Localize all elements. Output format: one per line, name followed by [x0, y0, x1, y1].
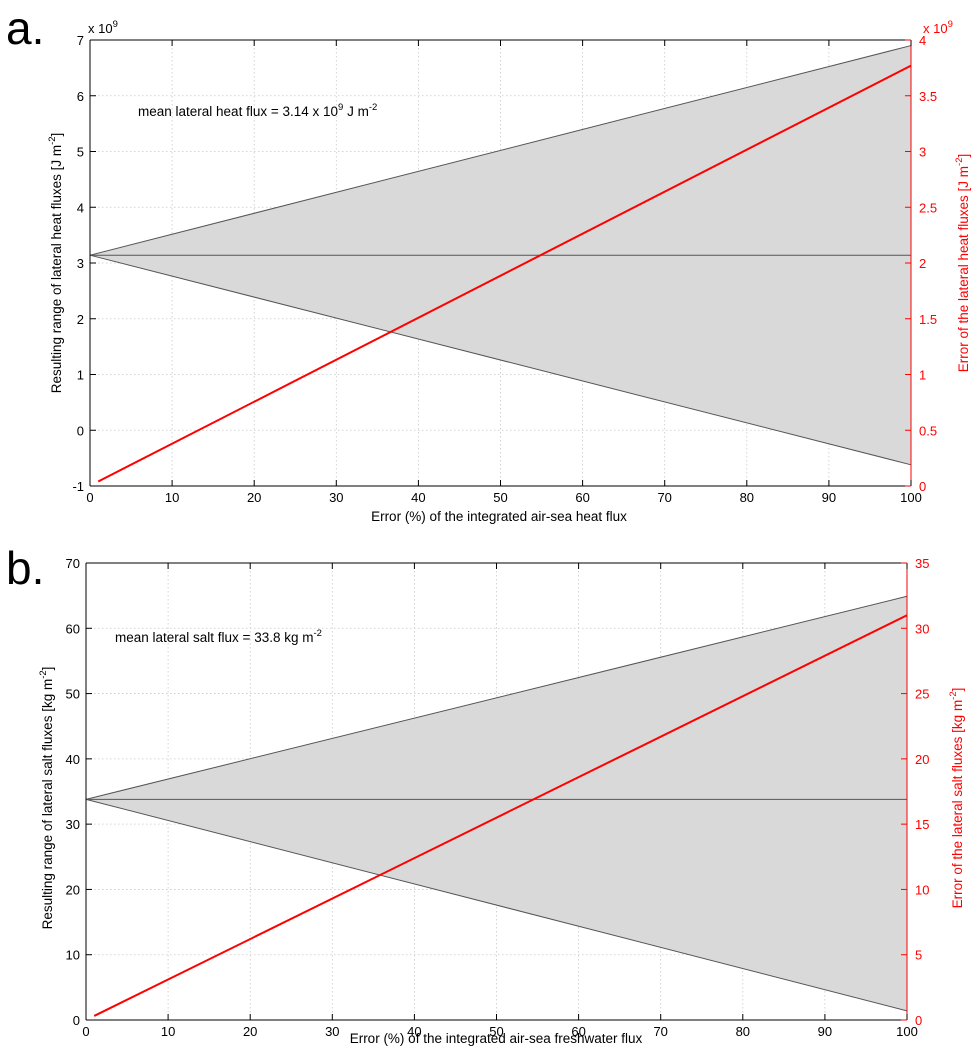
panel-b-xlabel: Error (%) of the integrated air-sea fres…: [350, 1031, 643, 1046]
y-tick-label-left: 0: [77, 423, 84, 438]
x-tick-label: 50: [493, 490, 507, 505]
upper-bound-line: [85, 595, 908, 800]
y-tick-label-right: 10: [915, 882, 929, 897]
panel-b-letter: b.: [6, 542, 44, 594]
x-tick-label: 100: [900, 490, 922, 505]
x-tick-label: 20: [247, 490, 261, 505]
y-tick-label-right: 25: [915, 687, 929, 702]
x-tick-label: 80: [736, 1024, 750, 1039]
error-line: [97, 64, 912, 483]
panel-b-plot: 0 10 20 30 40 50 60 70 80 90 100010203040506070051…: [66, 556, 930, 1039]
panel-a-annotation: mean lateral heat flux = 3.14 x 109 J m-…: [138, 102, 377, 119]
lower-bound-line: [89, 254, 912, 466]
x-tick-label: 60: [575, 490, 589, 505]
panel-b-ylabel-left: Resulting range of lateral salt fluxes […: [38, 667, 55, 930]
y-tick-label-right: 0: [919, 479, 926, 494]
panel-a-left-multiplier: x 109: [88, 19, 118, 36]
uncertainty-band: [86, 596, 907, 1011]
y-tick-label-right: 20: [915, 752, 929, 767]
x-tick-label: 0: [86, 490, 93, 505]
panel-a-xlabel: Error (%) of the integrated air-sea heat…: [371, 509, 627, 524]
y-tick-label-left: 40: [66, 752, 80, 767]
y-tick-label-left: 1: [77, 368, 84, 383]
y-tick-label-left: 10: [66, 948, 80, 963]
x-tick-label: 90: [818, 1024, 832, 1039]
panel-a-letter: a.: [6, 2, 44, 54]
y-tick-label-left: 70: [66, 556, 80, 571]
y-tick-label-left: 60: [66, 621, 80, 636]
x-tick-label: 30: [329, 490, 343, 505]
upper-bound-line: [89, 45, 912, 256]
x-tick-label: 90: [822, 490, 836, 505]
x-tick-label: 60: [571, 1024, 585, 1039]
y-tick-label-right: 5: [915, 948, 922, 963]
x-tick-label: 40: [411, 490, 425, 505]
y-tick-label-right: 3: [919, 145, 926, 160]
panel-b: b. 0 10 20 30 40 50 60 70 80 90 100010203040506070…: [6, 542, 965, 1046]
x-tick-label: 100: [896, 1024, 918, 1039]
y-tick-label-left: 0: [73, 1013, 80, 1028]
panel-a-plot: 0 10 20 30 40 50 60 70 80 90 100-10123456700.511.5…: [72, 33, 937, 505]
panel-b-ylabel-right: Error of the lateral salt fluxes [kg m-2…: [948, 688, 965, 909]
panel-a-right-multiplier: x 109: [923, 19, 953, 36]
x-tick-label: 10: [165, 490, 179, 505]
lower-bound-line: [85, 798, 908, 1012]
x-tick-label: 40: [407, 1024, 421, 1039]
y-tick-label-right: 0.5: [919, 423, 937, 438]
y-tick-label-left: 7: [77, 33, 84, 48]
panel-b-annotation: mean lateral salt flux = 33.8 kg m-2: [115, 628, 322, 645]
x-tick-label: 0: [82, 1024, 89, 1039]
y-tick-label-right: 15: [915, 817, 929, 832]
y-tick-label-left: 4: [77, 200, 84, 215]
y-tick-label-left: 2: [77, 312, 84, 327]
y-tick-label-right: 0: [915, 1013, 922, 1028]
x-tick-label: 20: [243, 1024, 257, 1039]
panel-a-ylabel-right: Error of the lateral heat fluxes [J m-2]: [954, 154, 971, 373]
y-tick-label-left: 6: [77, 89, 84, 104]
x-tick-label: 50: [489, 1024, 503, 1039]
y-tick-label-left: 3: [77, 256, 84, 271]
y-tick-label-left: 30: [66, 817, 80, 832]
y-tick-label-right: 35: [915, 556, 929, 571]
y-tick-label-right: 1: [919, 368, 926, 383]
x-tick-label: 80: [740, 490, 754, 505]
y-tick-label-right: 2: [919, 256, 926, 271]
y-tick-label-left: 5: [77, 145, 84, 160]
y-tick-label-left: -1: [72, 479, 84, 494]
y-tick-label-right: 3.5: [919, 89, 937, 104]
y-tick-label-right: 1.5: [919, 312, 937, 327]
y-tick-label-right: 30: [915, 621, 929, 636]
panel-a: a. 0 10 20 30 40 50 60 70 80 90 100-10123456700.51…: [6, 2, 971, 524]
y-tick-label-right: 2.5: [919, 200, 937, 215]
x-tick-label: 10: [161, 1024, 175, 1039]
y-tick-label-left: 50: [66, 687, 80, 702]
y-tick-label-right: 4: [919, 33, 926, 48]
x-tick-label: 30: [325, 1024, 339, 1039]
x-tick-label: 70: [653, 1024, 667, 1039]
panel-a-ylabel-left: Resulting range of lateral heat fluxes […: [47, 133, 64, 394]
x-tick-label: 70: [657, 490, 671, 505]
error-line: [93, 614, 908, 1017]
y-tick-label-left: 20: [66, 882, 80, 897]
